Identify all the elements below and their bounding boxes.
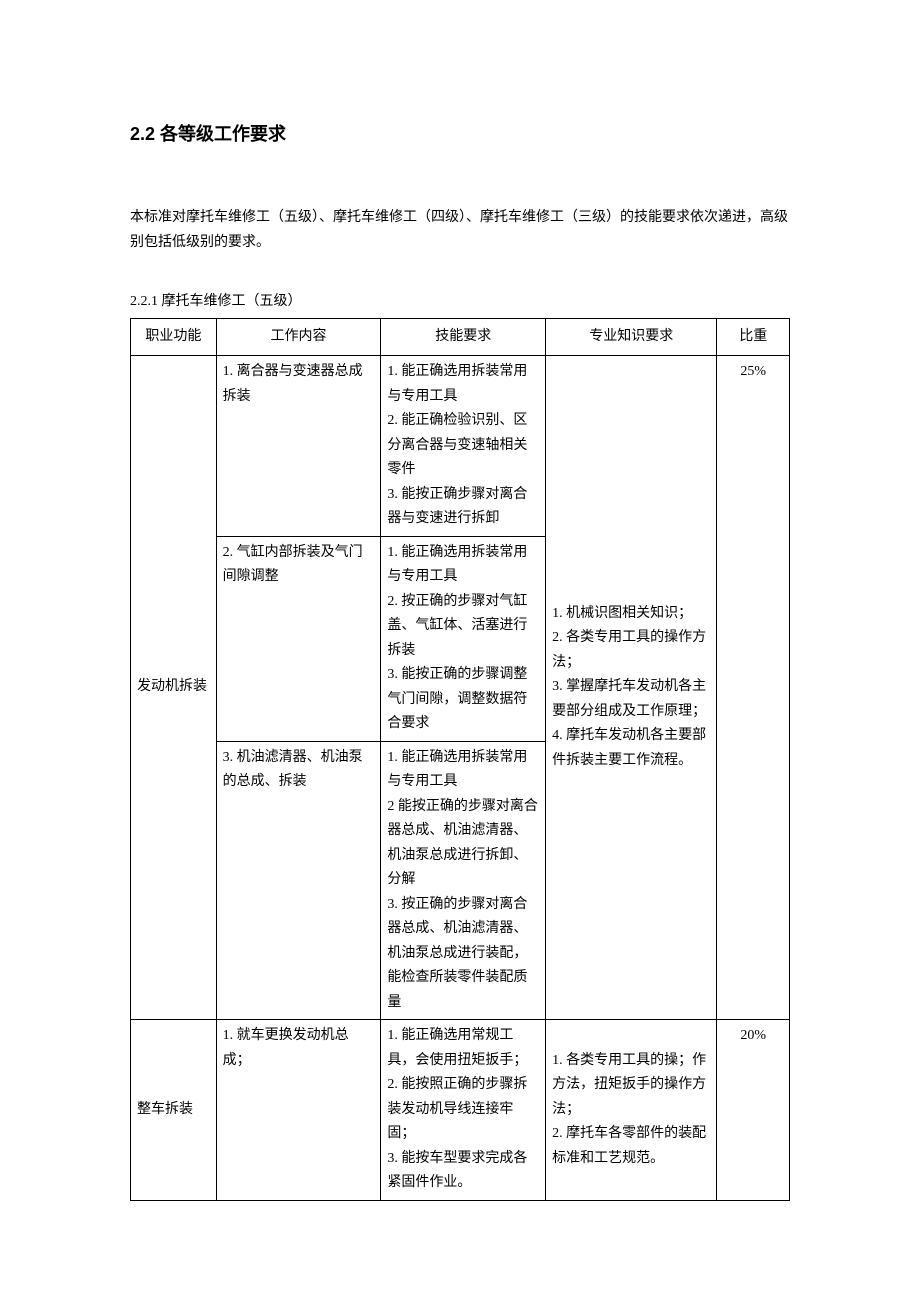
table-header-row: 职业功能 工作内容 技能要求 专业知识要求 比重: [131, 318, 790, 356]
header-function: 职业功能: [131, 318, 217, 356]
header-content: 工作内容: [216, 318, 381, 356]
cell-weight: 20%: [717, 1020, 790, 1201]
cell-weight: 25%: [717, 356, 790, 1020]
header-weight: 比重: [717, 318, 790, 356]
cell-knowledge: 1. 机械识图相关知识；2. 各类专用工具的操作方法；3. 掌握摩托车发动机各主…: [546, 356, 717, 1020]
cell-content: 1. 离合器与变速器总成拆装: [216, 356, 381, 537]
cell-function: 发动机拆装: [131, 356, 217, 1020]
header-skill: 技能要求: [381, 318, 546, 356]
cell-skill: 1. 能正确选用常规工具，会使用扭矩扳手；2. 能按照正确的步骤拆装发动机导线连…: [381, 1020, 546, 1201]
cell-content: 3. 机油滤清器、机油泵的总成、拆装: [216, 741, 381, 1020]
cell-content: 2. 气缸内部拆装及气门间隙调整: [216, 536, 381, 741]
cell-function: 整车拆装: [131, 1020, 217, 1201]
cell-skill: 1. 能正确选用拆装常用与专用工具2. 按正确的步骤对气缸盖、气缸体、活塞进行拆…: [381, 536, 546, 741]
table-row: 发动机拆装1. 离合器与变速器总成拆装1. 能正确选用拆装常用与专用工具2. 能…: [131, 356, 790, 537]
intro-paragraph: 本标准对摩托车维修工（五级）、摩托车维修工（四级）、摩托车维修工（三级）的技能要…: [130, 205, 790, 255]
cell-skill: 1. 能正确选用拆装常用与专用工具2. 能正确检验识别、区分离合器与变速轴相关零…: [381, 356, 546, 537]
table-caption: 2.2.1 摩托车维修工（五级）: [130, 291, 790, 313]
header-knowledge: 专业知识要求: [546, 318, 717, 356]
cell-knowledge: 1. 各类专用工具的操；作方法，扭矩扳手的操作方法；2. 摩托车各零部件的装配标…: [546, 1020, 717, 1201]
table-row: 整车拆装1. 就车更换发动机总成；1. 能正确选用常规工具，会使用扭矩扳手；2.…: [131, 1020, 790, 1201]
requirements-table: 职业功能 工作内容 技能要求 专业知识要求 比重 发动机拆装1. 离合器与变速器…: [130, 318, 790, 1201]
section-heading: 2.2 各等级工作要求: [130, 120, 790, 149]
cell-content: 1. 就车更换发动机总成；: [216, 1020, 381, 1201]
cell-skill: 1. 能正确选用拆装常用与专用工具2 能按正确的步骤对离合器总成、机油滤清器、机…: [381, 741, 546, 1020]
